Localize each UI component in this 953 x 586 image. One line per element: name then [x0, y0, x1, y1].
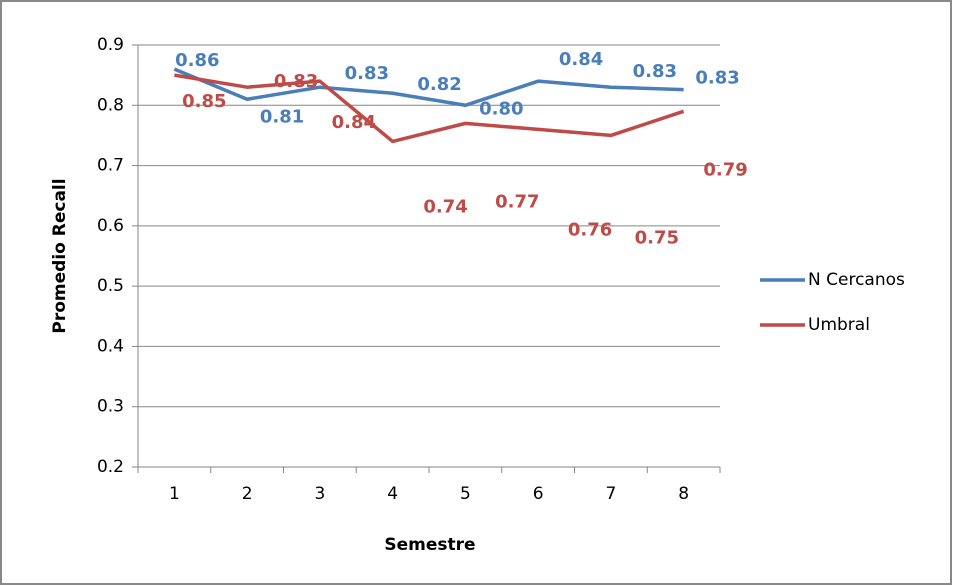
y-tick-label: 0.3	[97, 397, 124, 417]
legend-label: N Cercanos	[808, 270, 905, 290]
data-label: 0.85	[182, 91, 226, 112]
data-label: 0.76	[568, 219, 612, 240]
x-tick-label: 2	[242, 484, 253, 504]
y-tick-label: 0.6	[97, 216, 124, 236]
data-label: 0.83	[633, 61, 677, 82]
x-tick-label: 7	[605, 484, 616, 504]
data-label: 0.84	[559, 49, 603, 70]
x-tick-label: 5	[460, 484, 471, 504]
data-label: 0.79	[703, 159, 747, 180]
x-tick-label: 6	[533, 484, 544, 504]
y-tick-label: 0.5	[97, 276, 124, 296]
y-tick-label: 0.2	[97, 457, 124, 477]
series-line	[174, 73, 685, 144]
x-axis-title: Semestre	[384, 535, 475, 555]
data-label: 0.77	[495, 191, 539, 212]
y-tick-label: 0.7	[97, 156, 124, 176]
data-label: 0.82	[417, 74, 461, 95]
data-label: 0.81	[260, 106, 304, 127]
data-label: 0.80	[479, 98, 523, 119]
data-label: 0.84	[332, 112, 376, 133]
data-label: 0.83	[695, 68, 739, 89]
data-label: 0.83	[274, 71, 318, 92]
y-tick-label: 0.8	[97, 95, 124, 115]
y-tick-label: 0.9	[97, 35, 124, 55]
data-label: 0.74	[423, 196, 467, 217]
x-tick-label: 1	[169, 484, 180, 504]
data-label: 0.86	[175, 50, 219, 71]
x-tick-label: 4	[387, 484, 398, 504]
data-label: 0.83	[345, 63, 389, 84]
y-tick-label: 0.4	[97, 336, 124, 356]
x-tick-label: 3	[314, 484, 325, 504]
legend-label: Umbral	[808, 315, 870, 335]
series-line	[173, 67, 684, 108]
x-tick-label: 8	[678, 484, 689, 504]
data-label: 0.75	[635, 227, 679, 248]
y-axis-title: Promedio Recall	[50, 178, 70, 333]
